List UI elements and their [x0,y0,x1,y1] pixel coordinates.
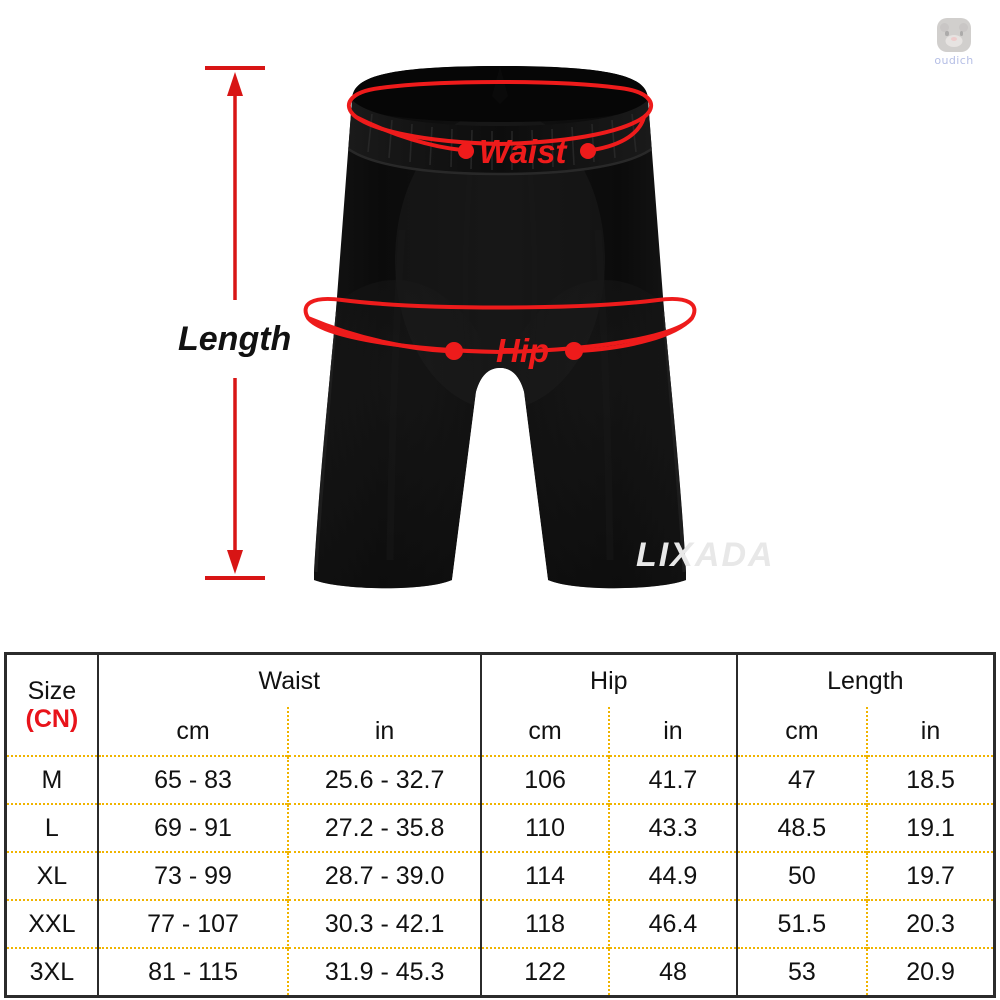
cell-waist-cm: 81 - 115 [96,947,289,997]
header-size-line2: (CN) [25,705,79,733]
hip-point-left [445,342,463,360]
hip-point-right [565,342,583,360]
cell-hip-in: 43.3 [608,803,737,852]
hip-label-text: Hip [496,332,549,369]
cell-size: 3XL [5,947,98,997]
header-hip-cm: cm [479,707,610,756]
cell-hip-in: 46.4 [608,899,737,948]
brand-logo: LIXADA [636,536,775,574]
header-group-hip: Hip [479,653,737,707]
header-size: Size (CN) [6,654,98,757]
cell-size: M [5,755,98,804]
hip-measure-line [307,316,694,353]
cell-length-in: 20.3 [866,899,995,948]
cell-hip-in: 48 [608,947,737,997]
header-length-in: in [866,707,995,756]
cell-hip-cm: 114 [479,851,610,900]
cell-waist-cm: 73 - 99 [96,851,289,900]
cell-length-in: 19.1 [866,803,995,852]
cell-length-in: 19.7 [866,851,995,900]
waist-label-text: Waist [479,133,568,170]
waist-point-right [580,143,596,159]
waist-point-left [458,143,474,159]
cell-waist-cm: 77 - 107 [96,899,289,948]
table-group-header-row: Size (CN) Waist Hip Length [6,653,995,733]
header-length-cm: cm [735,707,868,756]
length-label-text: Length [178,320,291,358]
cell-size: L [5,803,98,852]
cell-length-in: 20.9 [866,947,995,997]
table-row: XXL 77 - 107 30.3 - 42.1 118 46.4 51.5 2… [5,899,995,948]
cell-hip-in: 41.7 [608,755,737,804]
cell-length-cm: 48.5 [735,803,868,852]
cell-hip-cm: 122 [479,947,610,997]
table-row: L 69 - 91 27.2 - 35.8 110 43.3 48.5 19.1 [5,803,995,852]
header-waist-cm: cm [96,707,289,756]
shorts-graphic: LIXADA [314,66,775,589]
size-chart-table: Size (CN) Waist Hip Length cm in cm in c… [4,652,996,998]
header-hip-in: in [608,707,737,756]
cell-length-cm: 50 [735,851,868,900]
length-dimension [205,66,265,580]
cell-waist-in: 31.9 - 45.3 [287,947,481,997]
cell-hip-cm: 106 [479,755,610,804]
cell-length-cm: 51.5 [735,899,868,948]
table-unit-header-row: cm in cm in cm in [6,707,995,756]
cell-length-in: 18.5 [866,755,995,804]
cell-waist-cm: 65 - 83 [96,755,289,804]
cell-size: XL [5,851,98,900]
waist-measure-line [355,115,646,152]
cell-waist-in: 28.7 - 39.0 [287,851,481,900]
cell-size: XXL [5,899,98,948]
cell-hip-in: 44.9 [608,851,737,900]
cell-hip-cm: 118 [479,899,610,948]
svg-text:LIXADA: LIXADA [636,536,775,574]
table-row: XL 73 - 99 28.7 - 39.0 114 44.9 50 19.7 [5,851,995,900]
product-illustration: LIXADA Length Waist [178,66,775,589]
table-row: 3XL 81 - 115 31.9 - 45.3 122 48 53 20.9 [5,947,995,997]
cell-waist-in: 27.2 - 35.8 [287,803,481,852]
cell-waist-in: 25.6 - 32.7 [287,755,481,804]
cell-length-cm: 53 [735,947,868,997]
cell-hip-cm: 110 [479,803,610,852]
cell-waist-cm: 69 - 91 [96,803,289,852]
header-group-length: Length [735,653,995,707]
header-size-line1: Size [27,677,77,705]
cell-length-cm: 47 [735,755,868,804]
waist-measure-ring [346,80,654,147]
header-group-waist: Waist [96,653,481,707]
cell-waist-in: 30.3 - 42.1 [287,899,481,948]
header-waist-in: in [287,707,481,756]
table-row: M 65 - 83 25.6 - 32.7 106 41.7 47 18.5 [5,755,995,804]
